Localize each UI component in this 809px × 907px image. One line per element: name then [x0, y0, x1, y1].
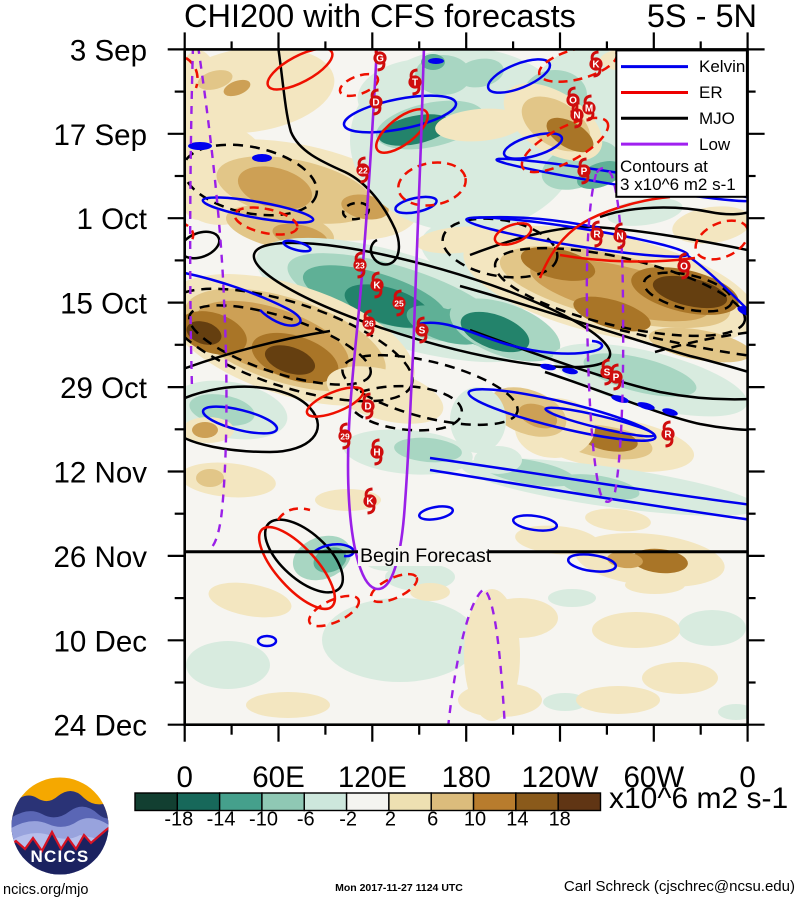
svg-text:10: 10	[464, 809, 486, 831]
svg-text:23: 23	[355, 261, 365, 271]
svg-text:T: T	[412, 78, 418, 89]
svg-text:NCICS: NCICS	[31, 847, 90, 866]
svg-text:Carl Schreck (cjschrec@ncsu.ed: Carl Schreck (cjschrec@ncsu.edu)	[564, 878, 795, 895]
svg-text:25: 25	[394, 299, 404, 309]
svg-text:-6: -6	[297, 809, 315, 831]
svg-text:0: 0	[176, 761, 192, 794]
svg-text:G: G	[376, 54, 384, 65]
svg-text:-10: -10	[249, 809, 278, 831]
svg-text:H: H	[373, 448, 380, 459]
svg-text:120W: 120W	[521, 761, 598, 794]
svg-text:15 Oct: 15 Oct	[60, 288, 147, 321]
svg-text:N: N	[573, 111, 580, 122]
svg-text:-2: -2	[339, 809, 357, 831]
svg-text:29 Oct: 29 Oct	[60, 372, 147, 405]
svg-text:18: 18	[549, 809, 571, 831]
svg-text:-14: -14	[207, 809, 236, 831]
svg-text:5S - 5N: 5S - 5N	[647, 0, 757, 34]
svg-text:29: 29	[340, 432, 350, 442]
svg-text:S: S	[419, 326, 426, 337]
svg-text:D: D	[364, 402, 371, 413]
svg-text:ER: ER	[699, 83, 723, 102]
svg-text:1 Oct: 1 Oct	[77, 203, 148, 236]
svg-text:N: N	[616, 232, 623, 243]
svg-text:K: K	[592, 60, 600, 71]
svg-text:24 Dec: 24 Dec	[54, 710, 147, 743]
svg-text:D: D	[372, 98, 379, 109]
svg-text:P: P	[581, 167, 588, 178]
svg-text:ncics.org/mjo: ncics.org/mjo	[3, 882, 88, 898]
svg-text:60W: 60W	[623, 761, 684, 794]
svg-text:22: 22	[358, 166, 368, 176]
svg-text:O: O	[569, 96, 577, 107]
svg-text:M: M	[585, 104, 593, 115]
svg-text:R: R	[593, 230, 601, 241]
svg-text:P: P	[613, 373, 620, 384]
svg-text:O: O	[680, 262, 688, 273]
svg-text:Low: Low	[699, 135, 731, 154]
svg-text:Mon 2017-11-27 1124 UTC: Mon 2017-11-27 1124 UTC	[335, 882, 463, 894]
svg-text:0: 0	[739, 761, 755, 794]
svg-text:6: 6	[427, 809, 438, 831]
svg-text:K: K	[366, 497, 374, 508]
svg-text:S: S	[604, 368, 611, 379]
svg-text:26 Nov: 26 Nov	[54, 541, 148, 574]
svg-text:R: R	[664, 430, 672, 441]
svg-text:17 Sep: 17 Sep	[54, 119, 148, 152]
svg-text:Contours at: Contours at	[620, 157, 708, 176]
svg-text:3 Sep: 3 Sep	[70, 34, 147, 67]
svg-text:12 Nov: 12 Nov	[54, 457, 148, 490]
svg-text:MJO: MJO	[699, 109, 735, 128]
svg-text:Begin Forecast: Begin Forecast	[360, 545, 492, 567]
svg-text:K: K	[373, 281, 381, 292]
svg-text:x10^6 m2 s-1: x10^6 m2 s-1	[609, 782, 788, 815]
svg-text:CHI200 with CFS forecasts: CHI200 with CFS forecasts	[184, 0, 576, 34]
svg-text:Kelvin: Kelvin	[699, 57, 745, 76]
svg-text:3 x10^6 m2 s-1: 3 x10^6 m2 s-1	[620, 175, 736, 194]
svg-text:120E: 120E	[338, 761, 407, 794]
svg-text:10 Dec: 10 Dec	[54, 625, 147, 658]
svg-text:-18: -18	[164, 809, 193, 831]
svg-text:14: 14	[506, 809, 528, 831]
svg-text:180: 180	[442, 761, 491, 794]
svg-text:26: 26	[364, 319, 374, 329]
svg-text:60E: 60E	[252, 761, 305, 794]
svg-text:2: 2	[385, 809, 396, 831]
